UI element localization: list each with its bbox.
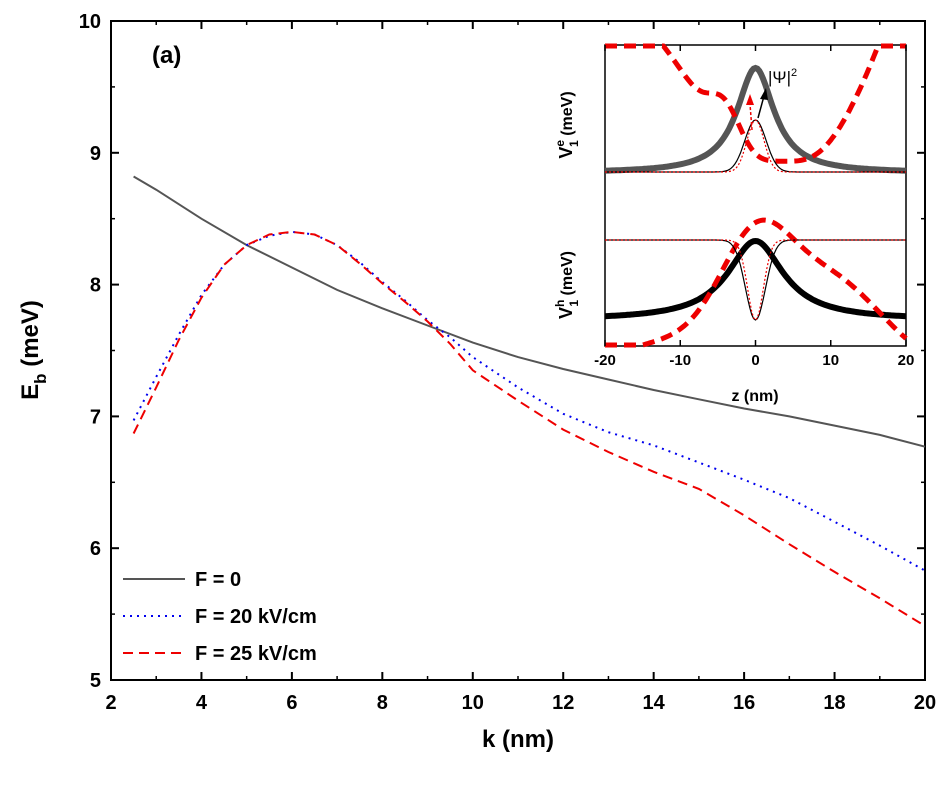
x-tick-label: 14 xyxy=(643,692,666,714)
inset-curves xyxy=(604,43,908,348)
x-tick-label: 6 xyxy=(286,692,297,714)
inset-x-tick-label: 0 xyxy=(751,352,759,369)
x-tick-label: 12 xyxy=(552,692,574,714)
inset-x-label: z (nm) xyxy=(731,388,778,405)
svg-text:Ve1 (meV): Ve1 (meV) xyxy=(553,91,581,158)
y-tick-label: 5 xyxy=(90,670,101,692)
y-tick-label: 9 xyxy=(90,143,101,165)
inset-x-tick-label: 10 xyxy=(822,352,839,369)
x-tick-label: 10 xyxy=(462,692,484,714)
panel-label: (a) xyxy=(152,42,181,69)
x-tick-label: 8 xyxy=(377,692,388,714)
x-tick-label: 16 xyxy=(733,692,755,714)
y-tick-label: 6 xyxy=(90,538,101,560)
legend-label-1: F = 20 kV/cm xyxy=(195,606,317,628)
y-axis-label-sub: b xyxy=(31,373,50,383)
legend: F = 0 F = 20 kV/cm F = 25 kV/cm xyxy=(123,569,317,665)
svg-text:Eb (meV): Eb (meV) xyxy=(17,300,50,400)
y-tick-label: 8 xyxy=(90,275,101,297)
inset-x-ticks: -20 -10 0 10 20 xyxy=(594,45,914,369)
x-axis-label: k (nm) xyxy=(482,726,554,753)
x-tick-label: 2 xyxy=(105,692,116,714)
y-tick-label: 10 xyxy=(79,11,101,33)
inset-curve-7 xyxy=(605,239,906,321)
psi-squared-label: |Ψ|2 xyxy=(768,67,797,87)
legend-label-0: F = 0 xyxy=(195,569,241,591)
series-line-2 xyxy=(132,230,926,627)
inset-y-label-top: Ve1 (meV) xyxy=(553,91,581,158)
inset-plot: -20 -10 0 10 20 z (nm) Ve1 (meV) Vh1 (meV) |… xyxy=(553,43,914,405)
series-layer xyxy=(132,175,926,627)
x-tick-label: 4 xyxy=(196,692,208,714)
y-axis-ticks: 5 6 7 8 9 10 xyxy=(79,11,925,692)
x-tick-label: 20 xyxy=(914,692,936,714)
inset-curve-3 xyxy=(605,119,906,173)
x-tick-label: 18 xyxy=(823,692,845,714)
inset-y-label-bottom: Vh1 (meV) xyxy=(553,251,581,319)
inset-curve-0 xyxy=(604,64,907,174)
inset-curve-4 xyxy=(604,237,907,320)
inset-x-tick-label: -20 xyxy=(594,352,616,369)
psi-arrow-black xyxy=(757,88,768,119)
inset-x-tick-label: -10 xyxy=(669,352,691,369)
legend-label-2: F = 25 kV/cm xyxy=(195,643,317,665)
psi-arrow-red xyxy=(746,94,754,131)
y-tick-label: 7 xyxy=(90,406,101,428)
y-axis-label-unit: (meV) xyxy=(17,300,44,373)
svg-text:Vh1 (meV): Vh1 (meV) xyxy=(553,251,581,319)
y-axis-label-main: E xyxy=(17,384,44,400)
inset-curve-5 xyxy=(605,217,908,348)
y-axis-label: Eb (meV) xyxy=(17,300,50,400)
inset-x-tick-label: 20 xyxy=(898,352,915,369)
x-axis-ticks: 2 4 6 8 10 12 14 16 18 20 xyxy=(105,21,936,714)
